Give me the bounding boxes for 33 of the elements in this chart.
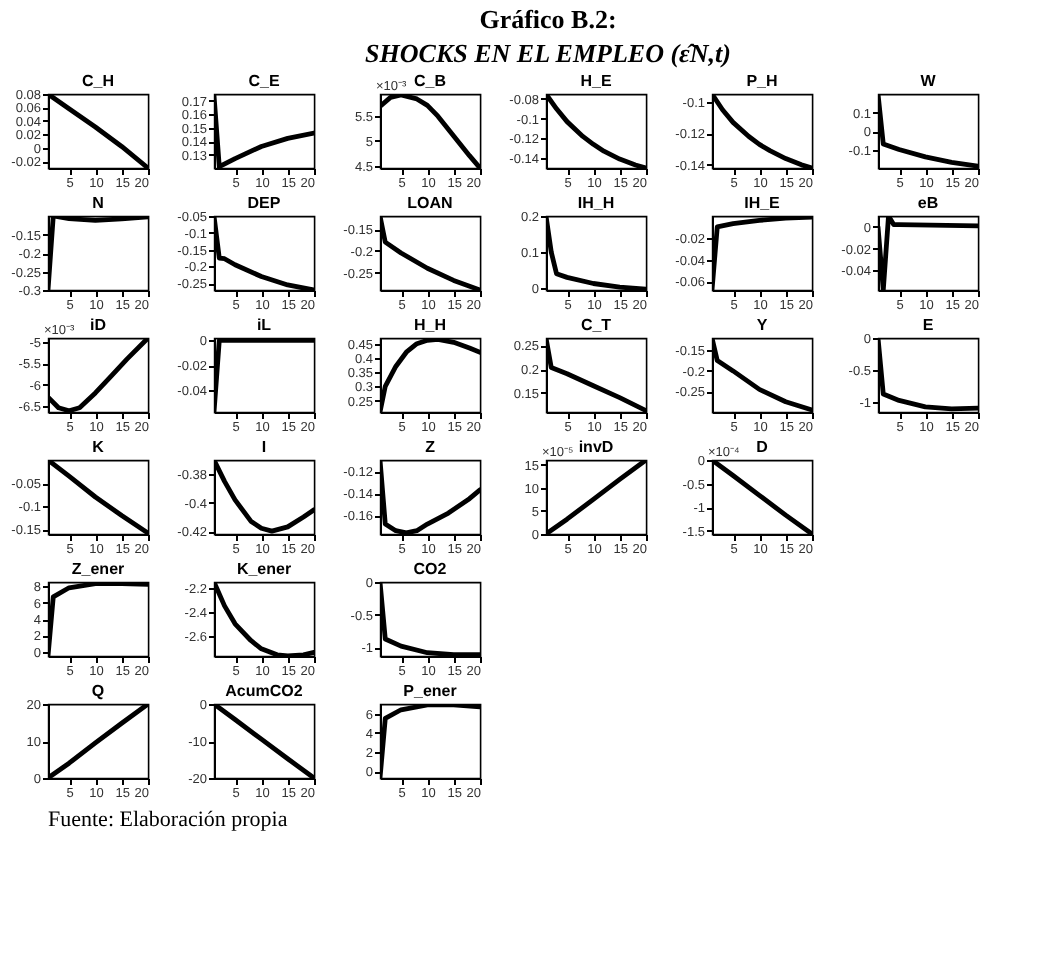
chart-title: eB — [917, 194, 939, 212]
chart-title: Y — [756, 316, 769, 334]
line-series — [48, 338, 148, 412]
chart-title: K — [92, 438, 105, 456]
chart-title: CO2 — [413, 560, 448, 578]
chart-title: I — [261, 438, 267, 456]
chart-title: H_H — [413, 316, 447, 334]
chart-title: P_H — [746, 72, 779, 90]
text: Gráfico B.2: — [479, 4, 617, 34]
chart-title: iD — [90, 316, 107, 334]
chart-title: H_E — [580, 72, 613, 90]
chart-title: Z_ener — [71, 560, 125, 578]
chart-title: IH_E — [744, 194, 782, 212]
chart-title: N — [92, 194, 105, 212]
chart-title: IH_H — [577, 194, 615, 212]
source-note: Fuente: Elaboración propia — [48, 808, 288, 832]
chart-title: K_ener — [236, 560, 292, 578]
chart-title: AcumCO2 — [225, 682, 304, 700]
chart-title: iL — [256, 316, 272, 334]
chart-title: C_E — [248, 72, 281, 90]
chart-title: C_B — [413, 72, 447, 90]
chart-title: E — [922, 316, 935, 334]
chart-title: C_H — [81, 72, 115, 90]
chart-title: Z — [425, 438, 436, 456]
chart-title: invD — [578, 438, 614, 456]
chart-title: C_T — [580, 316, 612, 334]
chart-title: P_ener — [403, 682, 457, 700]
text: SHOCKS EN EL EMPLEO (ε̂N,t) — [365, 38, 731, 68]
chart-title: D — [756, 438, 769, 456]
chart-title: Q — [91, 682, 105, 700]
chart-title: LOAN — [407, 194, 454, 212]
chart-title: W — [920, 72, 937, 90]
chart-title: DEP — [247, 194, 282, 212]
